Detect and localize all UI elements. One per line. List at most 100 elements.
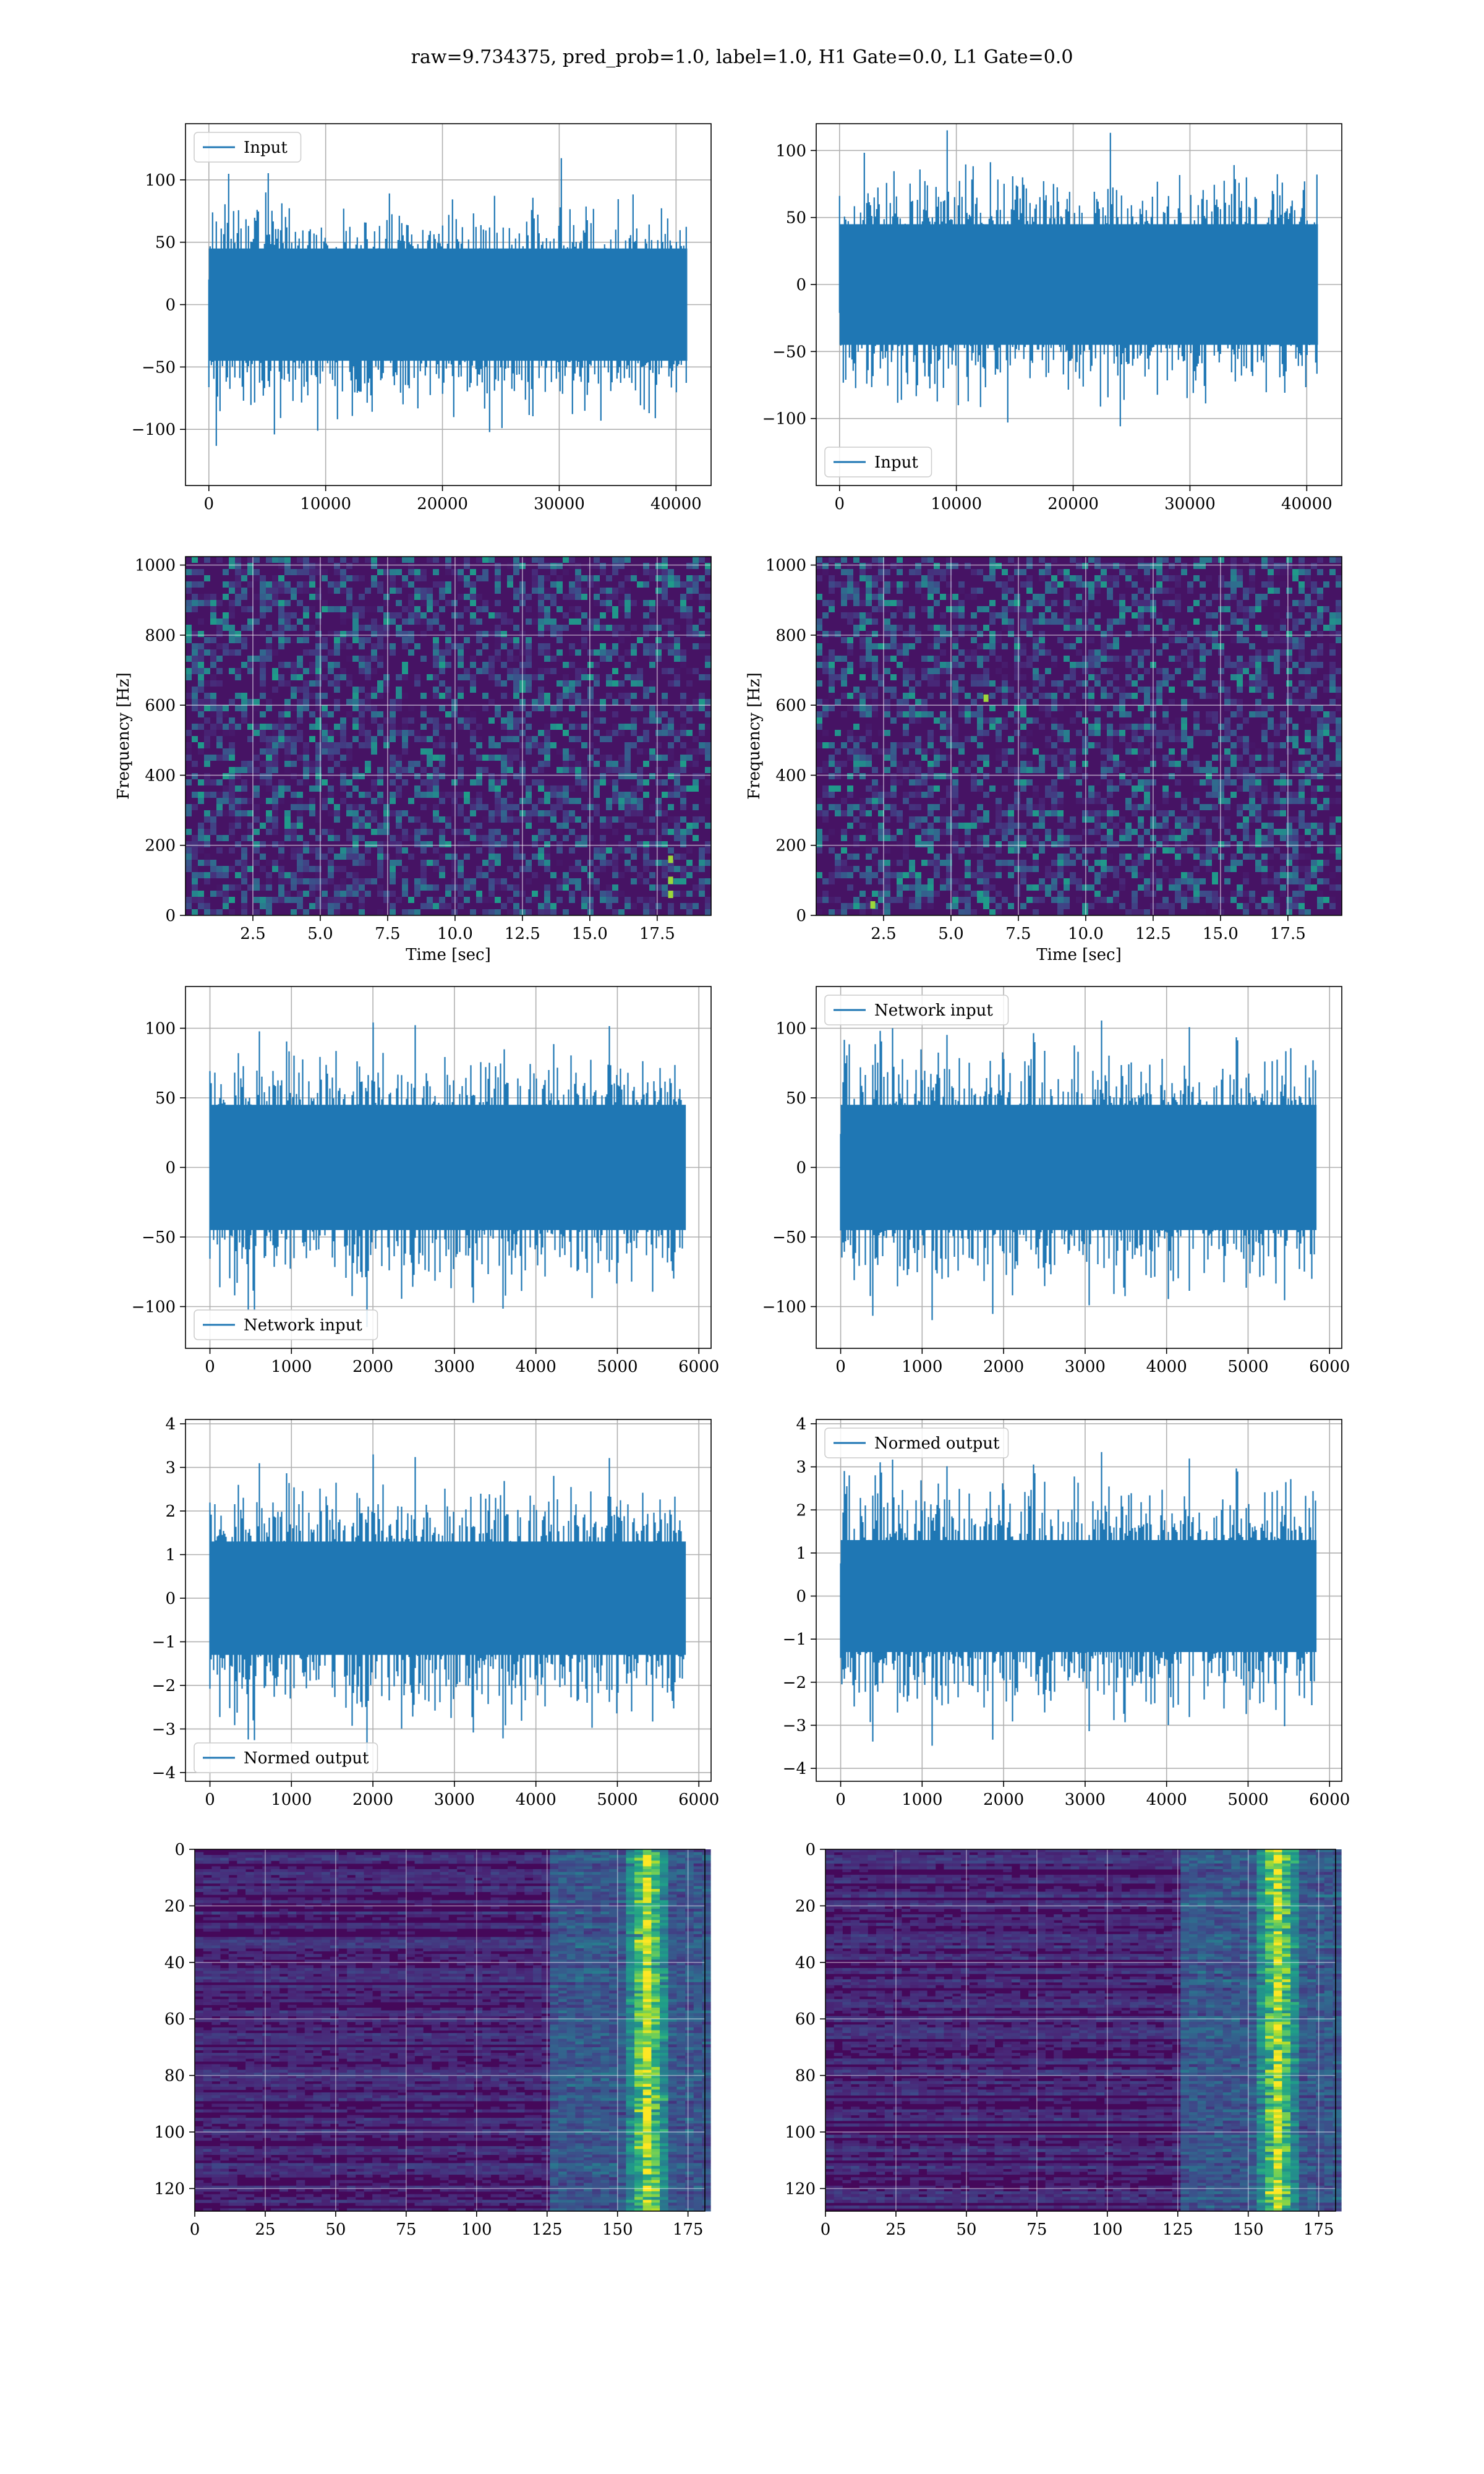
heatmap-cell [1212, 847, 1218, 854]
heatmap-cell [569, 563, 575, 569]
heatmap-cell [1144, 854, 1150, 860]
heatmap-cell [909, 693, 915, 699]
heatmap-cell [198, 860, 204, 866]
heatmap-cell [556, 631, 563, 637]
heatmap-cell [909, 705, 915, 711]
heatmap-cell [439, 897, 445, 903]
heatmap-cell [1014, 792, 1020, 798]
heatmap-cell [513, 717, 519, 724]
heatmap-cell [1249, 588, 1255, 594]
heatmap-cell [643, 816, 649, 823]
heatmap-cell [445, 891, 451, 897]
heatmap-cell [1243, 736, 1249, 742]
heatmap-cell [352, 705, 359, 711]
heatmap-cell [1305, 866, 1311, 872]
heatmap-cell [1206, 557, 1212, 563]
heatmap-cell [223, 897, 229, 903]
heatmap-cell [414, 736, 420, 742]
heatmap-cell [297, 909, 303, 915]
heatmap-cell [513, 668, 519, 674]
heatmap-cell [1268, 693, 1274, 699]
heatmap-cell [445, 687, 451, 693]
heatmap-cell [1292, 866, 1298, 872]
heatmap-cell [649, 569, 655, 575]
heatmap-cell [458, 792, 464, 798]
heatmap-cell [1206, 761, 1212, 767]
heatmap-cell [1224, 656, 1230, 662]
heatmap-cell [550, 742, 556, 748]
heatmap-cell [587, 903, 594, 909]
heatmap-cell [1138, 748, 1144, 755]
heatmap-cell [1088, 705, 1094, 711]
heatmap-cell [186, 600, 192, 606]
heatmap-cell [575, 761, 581, 767]
heatmap-cell [625, 897, 631, 903]
heatmap-cell [371, 656, 377, 662]
heatmap-cell [192, 569, 198, 575]
heatmap-cell [1230, 674, 1237, 680]
heatmap-cell [686, 606, 693, 612]
heatmap-cell [1268, 687, 1274, 693]
heatmap-cell [872, 860, 878, 866]
heatmap-cell [334, 835, 340, 841]
heatmap-cell [1020, 841, 1026, 847]
heatmap-cell [1094, 829, 1101, 835]
heatmap-cell [606, 816, 612, 823]
heatmap-cell [680, 656, 686, 662]
heatmap-cell [1132, 891, 1138, 897]
heatmap-cell [575, 680, 581, 687]
heatmap-cell [927, 730, 934, 736]
heatmap-cell [371, 705, 377, 711]
heatmap-cell [309, 588, 315, 594]
heatmap-cell [408, 854, 414, 860]
heatmap-cell [501, 878, 507, 884]
heatmap-cell [365, 792, 371, 798]
heatmap-cell [829, 773, 835, 779]
heatmap-cell [229, 866, 235, 872]
heatmap-cell [699, 724, 705, 730]
heatmap-cell [693, 761, 699, 767]
heatmap-cell [600, 866, 606, 872]
heatmap-cell [303, 680, 309, 687]
heatmap-cell [859, 625, 866, 631]
heatmap-cell [1119, 600, 1125, 606]
heatmap-cell [625, 606, 631, 612]
heatmap-cell [291, 878, 297, 884]
heatmap-cell [1274, 742, 1280, 748]
heatmap-cell [958, 711, 965, 717]
heatmap-cell [915, 891, 921, 897]
heatmap-cell [649, 755, 655, 761]
heatmap-cell [575, 699, 581, 705]
heatmap-cell [1156, 693, 1162, 699]
heatmap-cell [1305, 872, 1311, 878]
heatmap-cell [816, 563, 822, 569]
heatmap-cell [291, 854, 297, 860]
heatmap-cell [866, 618, 872, 625]
heatmap-cell [1274, 847, 1280, 854]
heatmap-cell [1057, 810, 1064, 816]
heatmap-cell [1002, 835, 1008, 841]
heatmap-cell [618, 792, 625, 798]
heatmap-cell [680, 742, 686, 748]
heatmap-cell [1113, 563, 1119, 569]
heatmap-cell [396, 612, 402, 618]
heatmap-cell [1193, 891, 1200, 897]
heatmap-cell [1026, 779, 1033, 785]
heatmap-cell [699, 866, 705, 872]
heatmap-cell [705, 860, 711, 866]
heatmap-cell [1162, 761, 1169, 767]
heatmap-cell [1212, 730, 1218, 736]
heatmap-cell [1039, 643, 1045, 649]
heatmap-cell [495, 792, 501, 798]
heatmap-cell [927, 674, 934, 680]
heatmap-cell [371, 742, 377, 748]
heatmap-cell [841, 866, 847, 872]
heatmap-cell [921, 699, 927, 705]
heatmap-cell [680, 792, 686, 798]
heatmap-cell [1051, 724, 1057, 730]
heatmap-cell [1051, 810, 1057, 816]
heatmap-cell [1243, 767, 1249, 773]
heatmap-cell [1181, 680, 1187, 687]
heatmap-cell [625, 742, 631, 748]
